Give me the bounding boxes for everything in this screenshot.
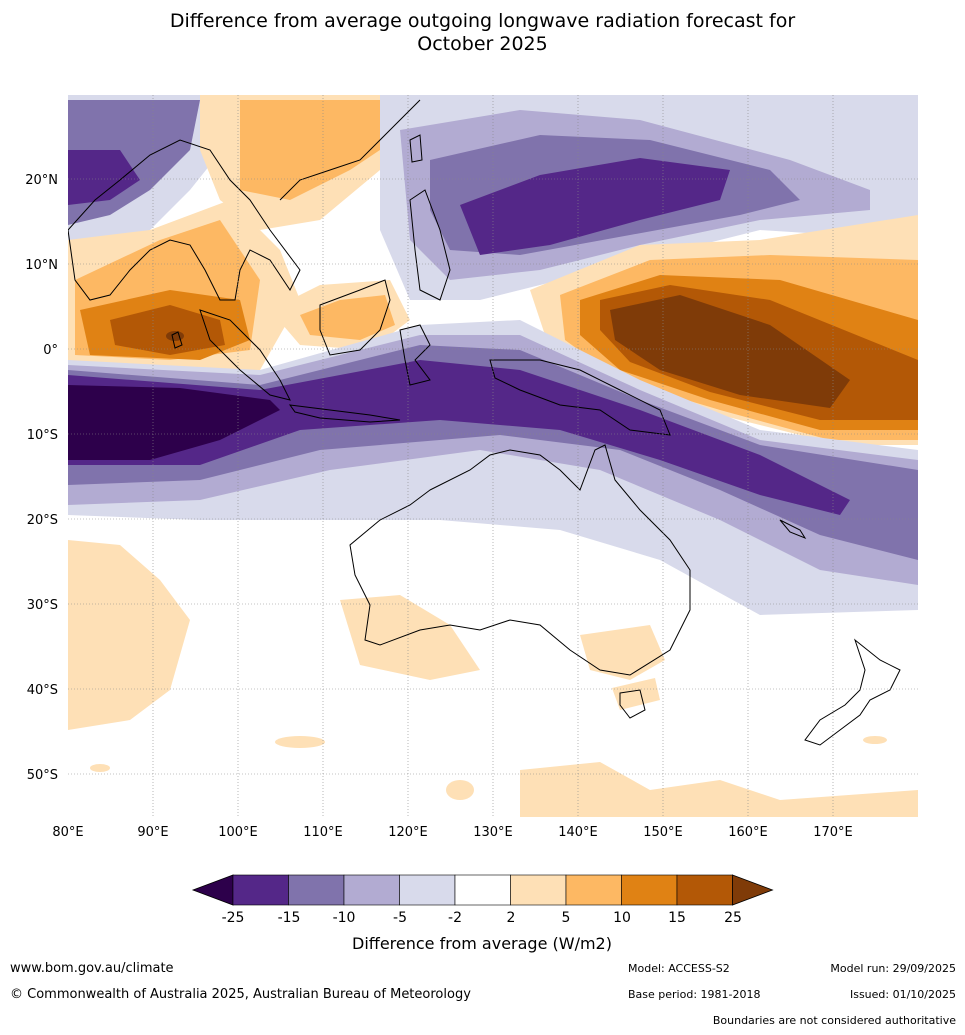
lat-label-50s: 50°S (27, 768, 58, 783)
orange-bay-peak (166, 331, 184, 341)
legend-tick-labels: -25 -15 -10 -5 -2 2 5 10 15 25 (222, 910, 742, 926)
legend-box-2 (288, 874, 345, 906)
legend-tick-5: -2 (448, 910, 462, 926)
legend-tick-3: -10 (333, 910, 356, 926)
lat-label-10s: 10°S (27, 428, 58, 443)
orange-southern-ocean (520, 762, 918, 817)
disclaimer-text: Boundaries are not considered authoritat… (712, 1014, 956, 1027)
purple-west-pacific-core (460, 158, 730, 255)
coastline-tasmania (619, 689, 646, 719)
longitude-labels: 80°E 90°E 100°E 110°E 120°E 130°E 140°E … (52, 825, 852, 840)
coastlines (68, 99, 901, 746)
map-title: Difference from average outgoing longwav… (0, 10, 965, 56)
title-line-2: October 2025 (417, 33, 548, 55)
lon-label-90e: 90°E (137, 825, 168, 840)
legend-box-8 (621, 874, 678, 906)
orange-pacific-peak (610, 295, 850, 408)
lat-label-40s: 40°S (27, 683, 58, 698)
issued-text: Issued: 01/10/2025 (849, 988, 956, 1001)
model-run-text: Model run: 29/09/2025 (830, 962, 956, 975)
coastline-china (279, 99, 421, 201)
legend-tick-7: 5 (562, 910, 571, 926)
legend-tick-1: -25 (222, 910, 245, 926)
lon-label-130e: 130°E (473, 825, 513, 840)
lat-label-20n: 20°N (25, 173, 58, 188)
orange-patch-small-4 (90, 764, 110, 772)
coastline-mainland-asia (68, 139, 301, 301)
legend-title: Difference from average (W/m2) (352, 934, 612, 953)
model-text: Model: ACCESS-S2 (628, 962, 730, 975)
lon-label-160e: 160°E (728, 825, 768, 840)
colour-legend: -25 -15 -10 -5 -2 2 5 10 15 25 Differenc… (191, 874, 774, 953)
coastline-new-guinea (489, 359, 671, 436)
coastline-borneo (319, 279, 391, 356)
coastline-sulawesi (399, 324, 431, 386)
website-link[interactable]: www.bom.gov.au/climate (10, 961, 174, 976)
orange-bay-core (110, 305, 225, 355)
coastline-new-caledonia (779, 519, 807, 540)
map-figure: 20°N 10°N 0° 10°S 20°S 30°S 40°S 50°S 80… (25, 95, 918, 840)
lon-label-80e: 80°E (52, 825, 83, 840)
orange-patch-small-3 (863, 736, 887, 744)
legend-box-9 (676, 874, 733, 906)
latitude-labels: 20°N 10°N 0° 10°S 20°S 30°S 40°S 50°S (25, 173, 58, 783)
lat-label-10n: 10°N (25, 258, 58, 273)
lon-label-170e: 170°E (813, 825, 853, 840)
lon-label-140e: 140°E (558, 825, 598, 840)
lat-label-30s: 30°S (27, 598, 58, 613)
legend-tick-8: 10 (613, 910, 631, 926)
coastline-taiwan (409, 134, 423, 163)
coastline-australia (349, 444, 691, 676)
lon-label-120e: 120°E (388, 825, 428, 840)
orange-southwest-australia (340, 595, 480, 680)
coastline-java (288, 404, 401, 423)
gridlines (68, 95, 918, 817)
legend-box-7 (565, 874, 622, 906)
title-line-1: Difference from average outgoing longwav… (169, 10, 796, 32)
purple-indian-extreme (68, 385, 280, 460)
legend-box-5 (454, 874, 511, 906)
purple-south-band-core (68, 360, 850, 515)
orange-borneo-mid (300, 295, 395, 340)
legend-extend-low (191, 874, 234, 906)
coastline-philippines (409, 189, 451, 301)
legend-boxes (191, 874, 774, 906)
lat-label-20s: 20°S (27, 513, 58, 528)
lat-label-0: 0° (43, 343, 58, 358)
legend-tick-10: 25 (724, 910, 742, 926)
orange-patch-small-1 (275, 736, 325, 748)
coastline-new-zealand (804, 638, 901, 746)
base-period-text: Base period: 1981-2018 (628, 988, 761, 1001)
purple-band-north-indian-dark (68, 150, 140, 205)
lon-label-110e: 110°E (303, 825, 343, 840)
lon-label-150e: 150°E (643, 825, 683, 840)
lon-label-100e: 100°E (218, 825, 258, 840)
legend-box-4 (399, 874, 456, 906)
orange-patch-small-2 (446, 780, 474, 800)
legend-tick-9: 15 (668, 910, 686, 926)
map-plot-area (68, 95, 918, 817)
orange-south-indian (68, 540, 190, 730)
legend-extend-high (732, 874, 774, 906)
copyright-text: © Commonwealth of Australia 2025, Austra… (10, 987, 471, 1002)
legend-box-3 (343, 874, 400, 906)
orange-tasmania (612, 678, 660, 710)
legend-tick-4: -5 (393, 910, 407, 926)
coastline-sumatra (199, 309, 291, 401)
legend-tick-6: 2 (507, 910, 516, 926)
legend-tick-2: -15 (278, 910, 301, 926)
legend-box-1 (232, 874, 289, 906)
coastline-sri-lanka (171, 331, 183, 349)
legend-box-6 (510, 874, 567, 906)
orange-china-mid (240, 100, 420, 200)
